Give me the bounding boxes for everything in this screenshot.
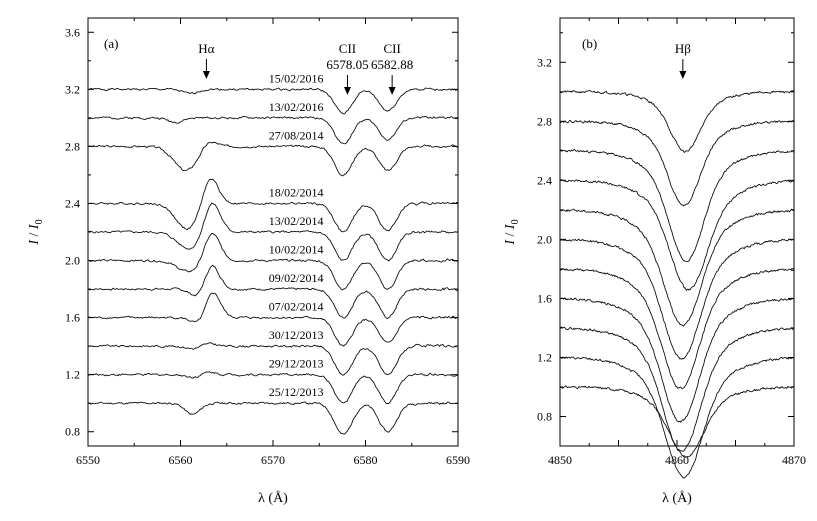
panel-b-y-axis-title-i: I — [503, 223, 518, 230]
panel-a-x-axis-title: λ (Å) — [258, 490, 288, 506]
line-id-label: Hβ — [675, 41, 691, 56]
x-tick-label: 4850 — [548, 453, 572, 467]
arrow-head-icon — [343, 87, 351, 95]
date-label: 29/12/2013 — [269, 357, 324, 371]
y-tick-label: 0.8 — [65, 425, 80, 439]
panel-a-y-axis-title-sub: 0 — [34, 219, 45, 224]
spectrum-line — [87, 141, 459, 177]
x-tick-label: 6590 — [446, 453, 470, 467]
x-tick-label: 6580 — [354, 453, 378, 467]
line-wavelength-label: 6582.88 — [371, 57, 413, 72]
date-label: 13/02/2014 — [269, 214, 324, 228]
spectrum-line — [559, 385, 795, 458]
y-tick-label: 3.2 — [537, 55, 552, 69]
line-id-label: CII — [383, 41, 400, 56]
x-tick-label: 4860 — [665, 453, 689, 467]
panel-b-label: (b) — [582, 36, 597, 51]
panel-b-series — [559, 90, 795, 479]
spectrum-line — [87, 292, 459, 347]
line-wavelength-label: 6578.05 — [326, 57, 368, 72]
spectrum-line — [559, 208, 795, 327]
spectrum-line — [559, 268, 795, 389]
panel-a-label: (a) — [104, 36, 118, 51]
y-tick-label: 3.6 — [65, 25, 80, 39]
date-label: 30/12/2013 — [269, 328, 324, 342]
x-tick-label: 6560 — [169, 453, 193, 467]
x-tick-label: 6550 — [76, 453, 100, 467]
spectrum-line — [559, 238, 795, 360]
x-tick-label: 4870 — [782, 453, 806, 467]
y-tick-label: 0.8 — [537, 409, 552, 423]
y-tick-label: 2.8 — [65, 139, 80, 153]
panel-b-y-axis-title-sub: 0 — [510, 219, 521, 224]
panel-a-date-labels: 15/02/2016 13/02/2016 27/08/2014 18/02/2014… — [269, 71, 324, 399]
y-tick-label: 3.2 — [65, 82, 80, 96]
panel-b-y-axis-title-main: I — [503, 239, 518, 246]
panel-b-annotations: Hβ — [675, 41, 691, 79]
arrow-head-icon — [388, 87, 396, 95]
spectrum-line — [87, 115, 459, 145]
spectrum-line — [559, 119, 795, 207]
y-tick-label: 1.6 — [537, 291, 552, 305]
spectrum-line — [87, 264, 459, 320]
date-label: 15/02/2016 — [269, 71, 324, 85]
date-label: 18/02/2014 — [269, 185, 324, 199]
panel-a-ticks: 6550 6560 6570 6580 6590 0.8 1.2 1.6 2.0 2.4 2.8 3.… — [65, 18, 470, 467]
date-label: 13/02/2016 — [269, 100, 324, 114]
panel-b-y-axis-title: I / I0 — [503, 219, 521, 245]
panel-b-y-axis-title-slash: / — [503, 229, 518, 240]
y-tick-label: 2.4 — [537, 173, 552, 187]
panel-a-y-axis-title: I / I0 — [27, 219, 45, 245]
date-label: 25/12/2013 — [269, 385, 324, 399]
y-tick-label: 2.0 — [65, 254, 80, 268]
panel-a-y-axis-title-slash: / — [27, 229, 42, 240]
date-label: 09/02/2014 — [269, 271, 324, 285]
spectrum-line — [87, 233, 459, 291]
spectrum-line — [560, 178, 795, 291]
line-id-label: Hα — [198, 41, 214, 56]
arrow-head-icon — [202, 71, 210, 79]
spectrum-line — [87, 202, 459, 262]
date-label: 10/02/2014 — [269, 243, 324, 257]
spectrum-line — [559, 326, 795, 452]
spectrum-line — [559, 356, 795, 479]
y-tick-label: 2.0 — [537, 232, 552, 246]
y-tick-label: 2.8 — [537, 114, 552, 128]
line-id-label: CII — [339, 41, 356, 56]
arrow-head-icon — [679, 71, 687, 79]
y-tick-label: 1.2 — [65, 368, 80, 382]
panel-b-hbeta: (b) 4850 4860 4870 0.8 1.2 1.6 2.0 2.4 2.8 3.2 Hβ… — [503, 17, 806, 506]
spectrum-line — [87, 178, 459, 233]
panel-a-halpha: (a) 6550 6560 6570 6580 6590 0.8 1.2 1.6 2.0 2.4 2… — [27, 17, 470, 506]
panel-b-frame — [559, 17, 795, 447]
spectrum-line — [87, 341, 459, 376]
date-label: 27/08/2014 — [269, 128, 324, 142]
spectrum-line — [87, 401, 459, 435]
x-tick-label: 6570 — [261, 453, 285, 467]
panel-b-x-axis-title: λ (Å) — [662, 490, 692, 506]
spectrum-line — [87, 371, 459, 405]
spectrum-line — [559, 90, 795, 154]
date-label: 07/02/2014 — [269, 300, 324, 314]
panel-a-series — [87, 87, 459, 435]
spectrum-line — [87, 87, 459, 115]
y-tick-label: 1.6 — [65, 311, 80, 325]
spectrum-line — [559, 149, 795, 263]
y-tick-label: 1.2 — [537, 350, 552, 364]
spectrum-line — [559, 297, 795, 423]
y-tick-label: 2.4 — [65, 196, 80, 210]
panel-a-y-axis-title-i: I — [27, 223, 42, 230]
panel-a-y-axis-title-main: I — [27, 239, 42, 246]
